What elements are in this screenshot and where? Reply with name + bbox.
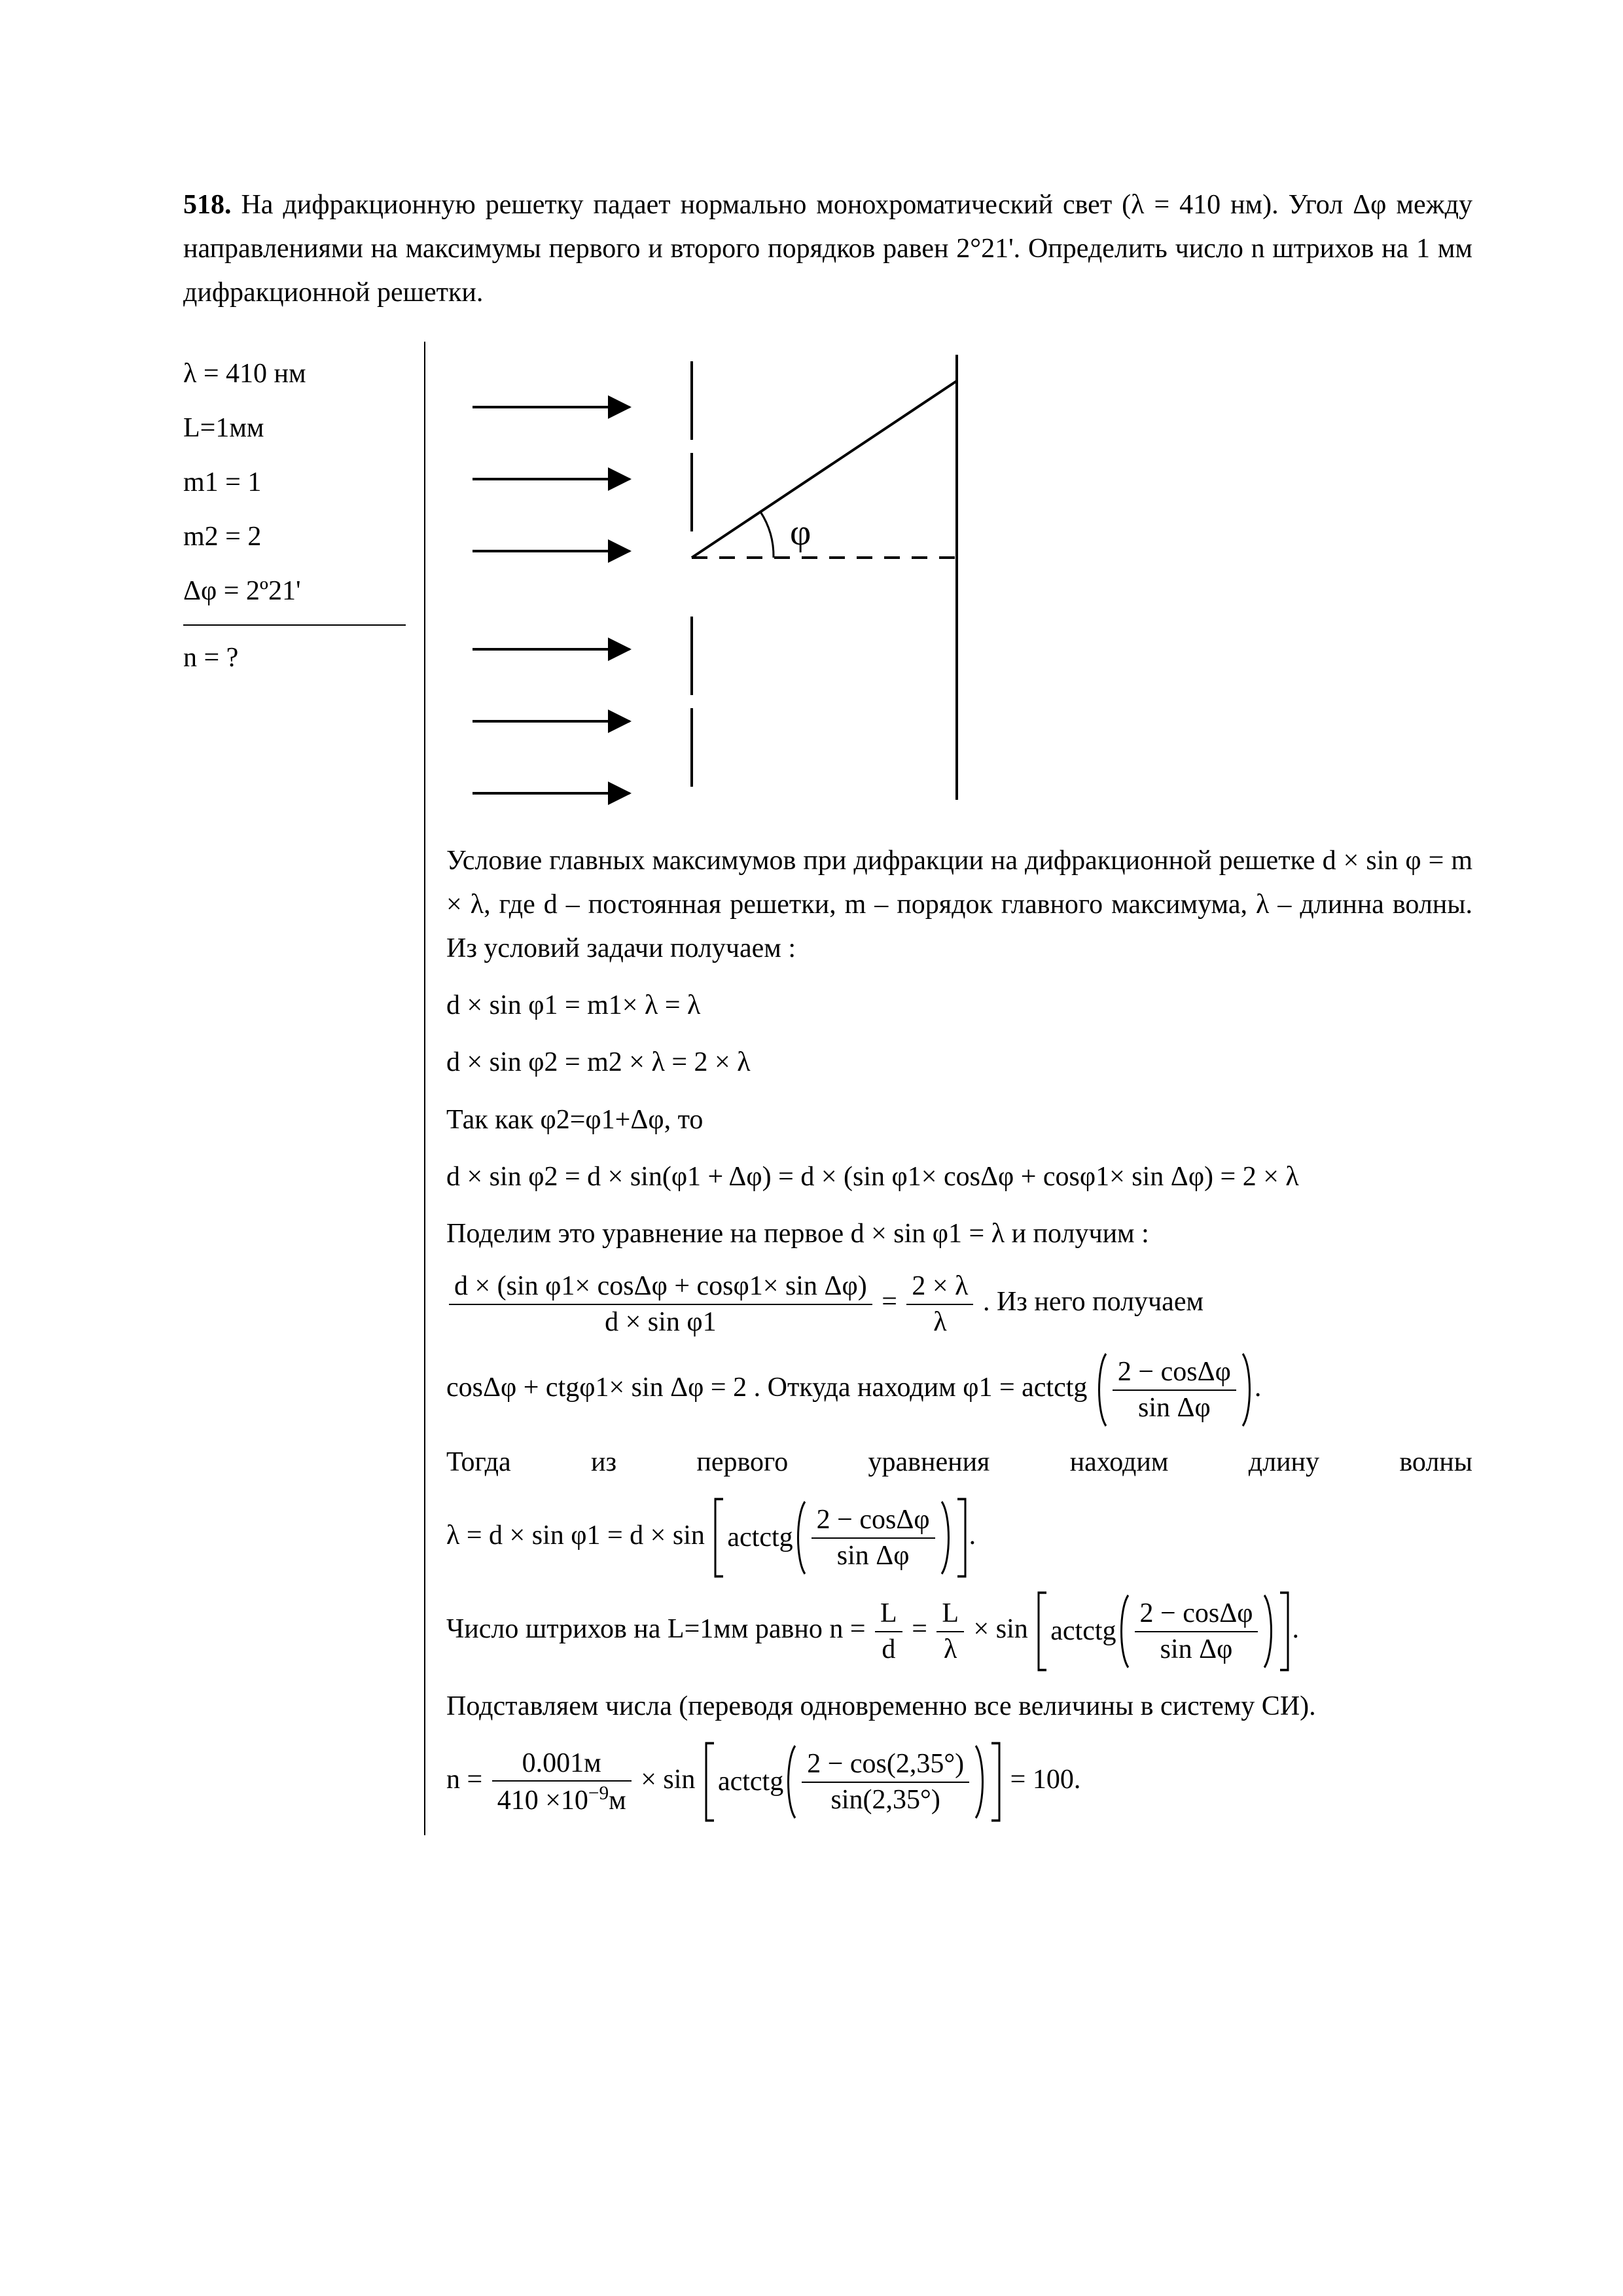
eq-6: cosΔφ + ctgφ1× sin Δφ = 2 . Откуда наход… bbox=[446, 1352, 1472, 1427]
frac-2: 2 × λ λ bbox=[906, 1269, 973, 1339]
para-1: Условие главных максимумов при дифракции… bbox=[446, 839, 1472, 971]
frac-1: d × (sin φ1× cosΔφ + cosφ1× sin Δφ) d × … bbox=[449, 1269, 872, 1339]
eq-4: d × sin φ2 = d × sin(φ1 + Δφ) = d × (sin… bbox=[446, 1155, 1472, 1199]
eq-8: Число штрихов на L=1мм равно n = L d = L… bbox=[446, 1591, 1472, 1672]
para-3: Поделим это уравнение на первое d × sin … bbox=[446, 1212, 1472, 1256]
diffraction-diagram: φ bbox=[446, 342, 1472, 813]
given-m1: m1 = 1 bbox=[183, 461, 406, 505]
given-lambda: λ = 410 нм bbox=[183, 352, 406, 396]
given-L: L=1мм bbox=[183, 406, 406, 450]
problem-text: На дифракционную решетку падает нормальн… bbox=[183, 190, 1472, 308]
page: 518. На дифракционную решетку падает нор… bbox=[0, 0, 1623, 2296]
paren-1: 2 − cosΔφ sin Δφ bbox=[1094, 1352, 1255, 1427]
problem-number: 518. bbox=[183, 190, 232, 220]
eq-2: d × sin φ1 = m1× λ = λ bbox=[446, 984, 1472, 1028]
given-block: λ = 410 нм L=1мм m1 = 1 m2 = 2 Δφ = 2º21… bbox=[183, 342, 424, 1836]
phi-label: φ bbox=[790, 512, 811, 553]
given-divider bbox=[183, 624, 406, 626]
two-column-layout: λ = 410 нм L=1мм m1 = 1 m2 = 2 Δφ = 2º21… bbox=[183, 342, 1472, 1836]
eq-9: n = 0.001м 410 ×10−9м × sin actctg bbox=[446, 1742, 1472, 1822]
given-m2: m2 = 2 bbox=[183, 515, 406, 559]
solution-block: φ Условие главных максимумов при дифракц… bbox=[424, 342, 1472, 1836]
solution-text: Условие главных максимумов при дифракции… bbox=[446, 839, 1472, 1823]
para-8: Подставляем числа (переводя одновременно… bbox=[446, 1685, 1472, 1729]
given-dphi: Δφ = 2º21' bbox=[183, 569, 406, 613]
para-6: Тогда из первого уравнения находим длину… bbox=[446, 1441, 1472, 1484]
problem-statement: 518. На дифракционную решетку падает нор… bbox=[183, 183, 1472, 315]
para-2: Так как φ2=φ1+Δφ, то bbox=[446, 1098, 1472, 1142]
bracket-1: actctg 2 − cosΔφ sin Δφ bbox=[711, 1498, 969, 1578]
eq-7: λ = d × sin φ1 = d × sin actctg 2 − cosΔ… bbox=[446, 1498, 1472, 1578]
given-question: n = ? bbox=[183, 636, 406, 680]
diagram-svg: φ bbox=[446, 342, 1035, 813]
eq-3: d × sin φ2 = m2 × λ = 2 × λ bbox=[446, 1041, 1472, 1085]
eq-5: d × (sin φ1× cosΔφ + cosφ1× sin Δφ) d × … bbox=[446, 1269, 1472, 1339]
